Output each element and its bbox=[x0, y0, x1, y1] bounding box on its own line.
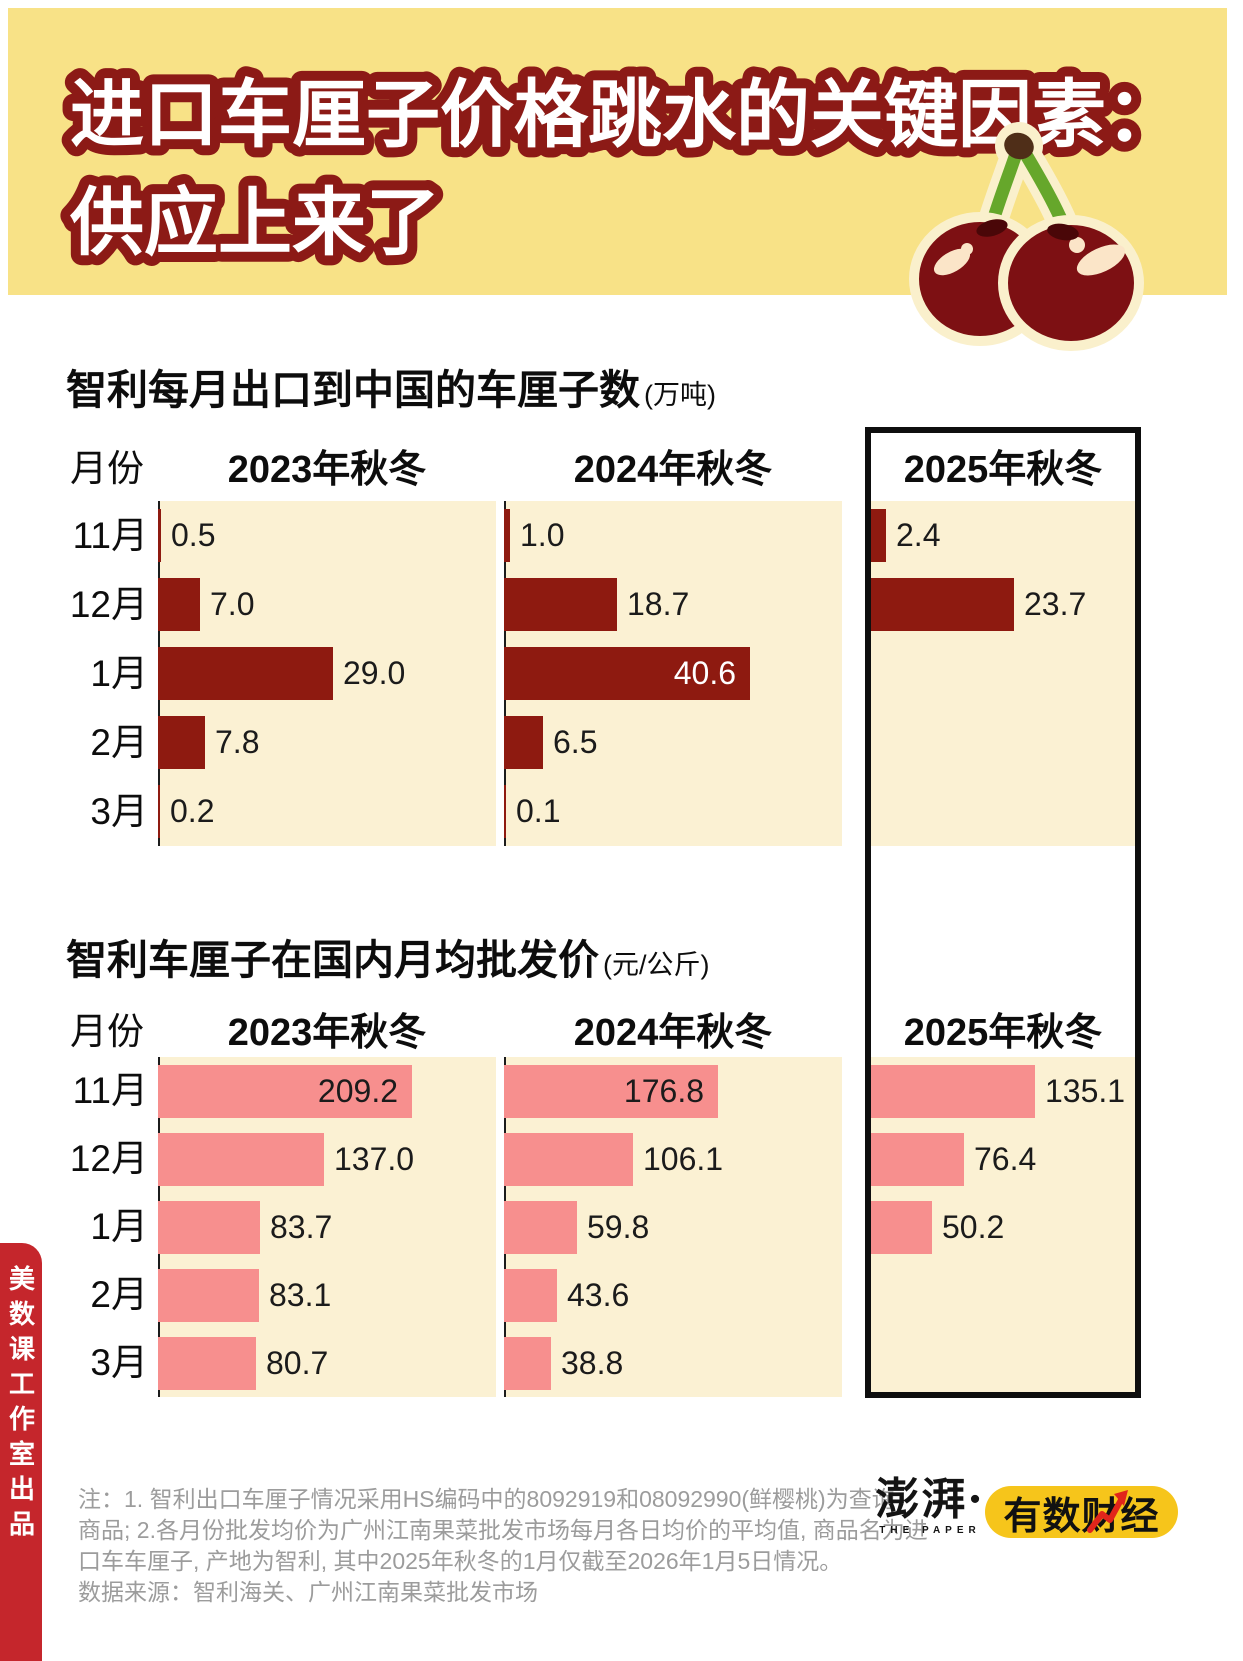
bar-value: 6.5 bbox=[553, 724, 598, 760]
bar bbox=[158, 785, 160, 838]
bar-value: 0.2 bbox=[170, 793, 215, 829]
chart-panel: 2.4 23.7 bbox=[871, 501, 1135, 846]
bar bbox=[504, 578, 617, 631]
bar-value: 38.8 bbox=[561, 1345, 624, 1381]
chart-title: 智利车厘子在国内月均批发价 (元/公斤) bbox=[66, 926, 709, 986]
bar bbox=[158, 578, 200, 631]
row-header-label: 月份 bbox=[70, 448, 144, 489]
month-label: 1月 bbox=[90, 653, 148, 694]
note-line: 口车车厘子, 产地为智利, 其中2025年秋冬的1月仅截至2026年1月5日情况… bbox=[78, 1548, 843, 1574]
bar-value: 7.0 bbox=[210, 586, 255, 622]
bar-value: 43.6 bbox=[567, 1277, 630, 1313]
bar-value: 83.7 bbox=[270, 1209, 333, 1245]
bar-value: 0.5 bbox=[171, 517, 216, 553]
bar bbox=[158, 1133, 324, 1186]
bar bbox=[158, 1201, 260, 1254]
bar-value: 18.7 bbox=[627, 586, 690, 622]
bar bbox=[504, 1201, 577, 1254]
bar bbox=[504, 785, 506, 838]
cherries-icon bbox=[909, 122, 1144, 351]
bar bbox=[871, 578, 1014, 631]
month-label: 12月 bbox=[69, 584, 148, 625]
up-arrow-icon bbox=[1087, 1490, 1128, 1533]
column-header: 2024年秋冬 bbox=[573, 1012, 773, 1054]
bar-value: 7.8 bbox=[215, 724, 260, 760]
bar-value: 23.7 bbox=[1024, 586, 1087, 622]
column-header: 2024年秋冬 bbox=[573, 449, 773, 491]
bar bbox=[158, 1337, 256, 1390]
banner-title: 进口车厘子价格跳水的关键因素： 供应上来了 bbox=[60, 63, 1190, 274]
bar-value: 176.8 bbox=[623, 1073, 704, 1109]
bar bbox=[871, 1065, 1035, 1118]
bar bbox=[158, 1065, 412, 1118]
bar-value: 1.0 bbox=[520, 517, 565, 553]
bar bbox=[504, 716, 543, 769]
studio-ribbon: 美数课工作室出品 bbox=[0, 1243, 42, 1661]
chart-title-text: 智利每月出口到中国的车厘子数 bbox=[66, 367, 640, 413]
bar bbox=[871, 509, 886, 562]
bar bbox=[158, 716, 205, 769]
bar bbox=[158, 509, 161, 562]
bar bbox=[504, 1133, 633, 1186]
row-header-label: 月份 bbox=[70, 1011, 144, 1052]
chart-unit: (元/公斤) bbox=[603, 950, 710, 980]
bar-value: 76.4 bbox=[974, 1141, 1037, 1177]
bar bbox=[504, 1337, 551, 1390]
chart-panel: 209.2 137.0 83.7 83.1 80.7 bbox=[158, 1057, 496, 1397]
bar bbox=[504, 1269, 557, 1322]
brand-logo: 澎湃· THE PAPER bbox=[870, 1474, 990, 1537]
bar-value: 2.4 bbox=[896, 517, 941, 553]
month-label: 1月 bbox=[90, 1206, 148, 1247]
finance-badge: 有数财经 bbox=[985, 1486, 1178, 1538]
banner-title-line2: 供应上来了 bbox=[70, 181, 440, 264]
column-header: 2023年秋冬 bbox=[227, 449, 427, 491]
bar-value: 80.7 bbox=[266, 1345, 329, 1381]
bar-value: 209.2 bbox=[317, 1073, 398, 1109]
bar bbox=[871, 1133, 964, 1186]
bar-value: 29.0 bbox=[343, 655, 406, 691]
bar-value: 40.6 bbox=[673, 655, 736, 691]
chart-panel: 176.8 106.1 59.8 43.6 38.8 bbox=[504, 1057, 842, 1397]
bar-value: 137.0 bbox=[334, 1141, 415, 1177]
bar bbox=[504, 647, 750, 700]
bar-value: 83.1 bbox=[269, 1277, 332, 1313]
chart-panel: 1.0 18.7 40.6 6.5 0.1 bbox=[504, 501, 842, 846]
bar bbox=[158, 647, 333, 700]
bar bbox=[504, 509, 510, 562]
brand-logo-subtext: THE PAPER bbox=[879, 1525, 981, 1536]
chart-title-text: 智利车厘子在国内月均批发价 bbox=[66, 937, 599, 983]
studio-ribbon-label: 美数课工作室出品 bbox=[5, 1265, 36, 1545]
notes: 注：1. 智利出口车厘子情况采用HS编码中的8092919和08092990(鲜… bbox=[78, 1484, 928, 1608]
note-line: 注：1. 智利出口车厘子情况采用HS编码中的8092919和08092990(鲜… bbox=[78, 1486, 895, 1512]
month-label: 11月 bbox=[72, 1070, 148, 1111]
bar-value: 50.2 bbox=[942, 1209, 1005, 1245]
column-header: 2023年秋冬 bbox=[227, 1012, 427, 1054]
month-label: 12月 bbox=[69, 1138, 148, 1179]
bar-value: 106.1 bbox=[643, 1141, 724, 1177]
month-label: 3月 bbox=[90, 791, 148, 832]
chart-title: 智利每月出口到中国的车厘子数 (万吨) bbox=[66, 356, 716, 416]
month-label: 3月 bbox=[90, 1342, 148, 1383]
bar bbox=[871, 1201, 932, 1254]
note-line: 商品; 2.各月份批发均价为广州江南果菜批发市场每月各日均价的平均值, 商品名为… bbox=[78, 1517, 928, 1543]
source-line: 数据来源：智利海关、广州江南果菜批发市场 bbox=[78, 1579, 538, 1605]
chart-panel: 0.5 7.0 29.0 7.8 0.2 bbox=[158, 501, 496, 846]
bar-value: 0.1 bbox=[516, 793, 561, 829]
chart-panel: 135.1 76.4 50.2 bbox=[871, 1057, 1135, 1397]
brand-logo-text: 澎湃· bbox=[875, 1474, 985, 1525]
bar-value: 135.1 bbox=[1045, 1073, 1126, 1109]
bar bbox=[158, 1269, 259, 1322]
month-label: 2月 bbox=[90, 722, 148, 763]
bar-value: 59.8 bbox=[587, 1209, 650, 1245]
column-header: 2025年秋冬 bbox=[903, 449, 1103, 491]
column-header: 2025年秋冬 bbox=[903, 1012, 1103, 1054]
chart-unit: (万吨) bbox=[644, 380, 716, 410]
finance-badge-label: 有数财经 bbox=[1003, 1495, 1160, 1538]
month-label: 11月 bbox=[72, 515, 148, 556]
month-label: 2月 bbox=[90, 1274, 148, 1315]
bar bbox=[504, 1065, 718, 1118]
